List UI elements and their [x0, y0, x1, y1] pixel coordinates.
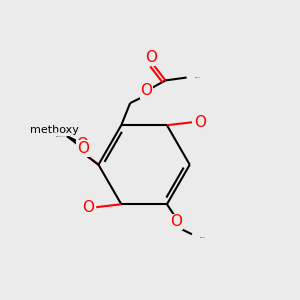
Text: O: O — [82, 200, 94, 215]
Text: methoxy: methoxy — [53, 132, 59, 133]
Text: O: O — [170, 214, 182, 230]
Text: O: O — [77, 141, 89, 156]
Text: methoxy: methoxy — [200, 237, 206, 238]
Text: methoxy: methoxy — [195, 77, 201, 78]
Text: O: O — [145, 50, 157, 65]
Text: methoxy_real: methoxy_real — [56, 135, 66, 137]
Text: methoxy: methoxy — [64, 130, 70, 131]
Text: O: O — [76, 136, 88, 152]
Text: methoxy: methoxy — [30, 125, 79, 135]
Text: O: O — [140, 83, 152, 98]
Text: O: O — [194, 115, 206, 130]
